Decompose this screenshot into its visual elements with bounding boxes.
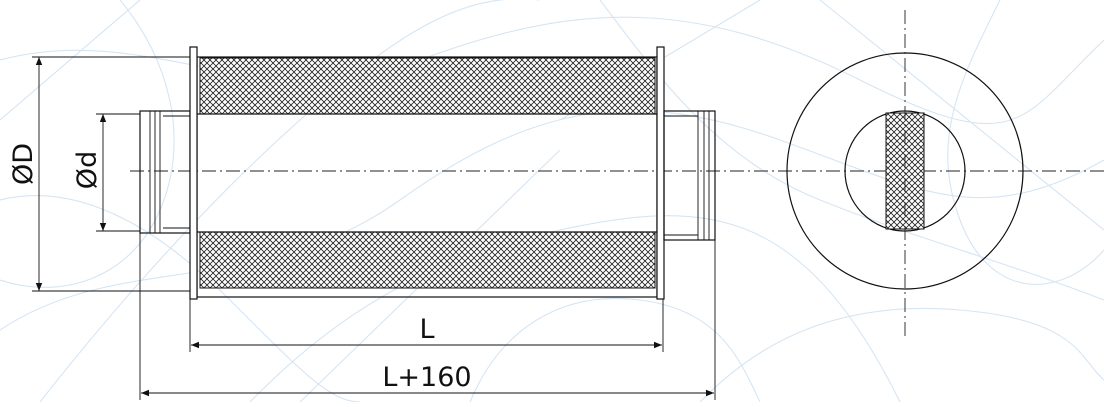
dimension-length: L (190, 299, 663, 352)
length-label: L (419, 314, 434, 345)
left-connector (140, 111, 190, 233)
side-view (140, 47, 715, 299)
outer-diameter-label: ØD (8, 143, 39, 185)
inner-diameter-label: Ød (72, 151, 103, 189)
insulation-bottom (200, 232, 655, 288)
right-connector (664, 111, 715, 240)
insulation-top (200, 58, 655, 114)
total-length-label: L+160 (382, 362, 471, 393)
left-flange (190, 47, 197, 299)
dimension-inner-diameter: Ød (72, 114, 140, 231)
right-flange (657, 47, 664, 299)
end-view (787, 10, 1023, 340)
